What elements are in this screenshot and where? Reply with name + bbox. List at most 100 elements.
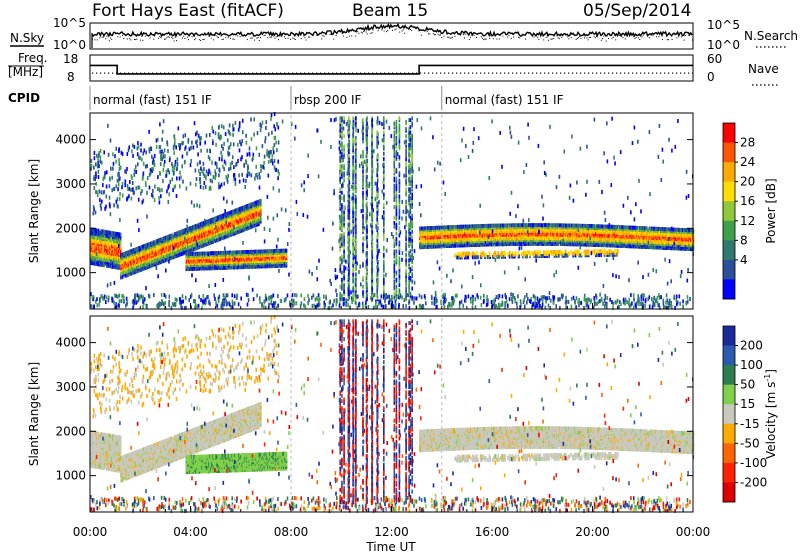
nave-point	[592, 73, 593, 74]
nave-point	[124, 73, 125, 74]
nave-point	[252, 73, 253, 74]
nave-point	[344, 73, 345, 74]
noise-search-point	[135, 39, 136, 40]
noise-search-point	[140, 40, 141, 41]
nave-point	[284, 73, 285, 74]
noise-search-point	[164, 39, 165, 40]
nave-point	[656, 73, 657, 74]
noise-search-point	[217, 36, 218, 37]
nave-point	[224, 73, 225, 74]
noise-search-point	[309, 37, 310, 38]
nave-point	[92, 73, 93, 74]
noise-search-point	[237, 35, 238, 36]
noise-search-point	[465, 34, 466, 35]
noise-search-point	[463, 34, 464, 35]
noise-search-point	[439, 35, 440, 36]
noise-search-point	[513, 37, 514, 38]
noise-search-point	[438, 34, 439, 35]
noise-search-point	[174, 40, 175, 41]
nave-point	[400, 73, 401, 74]
noise-search-point	[519, 37, 520, 38]
noise-search-point	[652, 35, 653, 36]
noise-search-point	[240, 36, 241, 37]
power-echo	[120, 233, 122, 237]
nave-point	[176, 73, 177, 74]
power-echo	[109, 231, 111, 235]
noise-search-point	[603, 36, 604, 37]
noise-search-point	[649, 37, 650, 38]
nave-point	[316, 73, 317, 74]
nave-point	[588, 73, 589, 74]
noise-search-point	[484, 39, 485, 40]
nave-point	[128, 73, 129, 74]
noise-search-point	[451, 38, 452, 39]
noise-search-point	[571, 37, 572, 38]
noise-series	[92, 24, 693, 48]
nave-point	[580, 73, 581, 74]
noise-search-point	[204, 39, 205, 40]
noise-search-point	[553, 38, 554, 39]
nave-point	[108, 73, 109, 74]
noise-search-point	[483, 39, 484, 40]
noise-search-point	[274, 38, 275, 39]
nave-point	[208, 73, 209, 74]
nave-point	[200, 73, 201, 74]
nave-point	[132, 73, 133, 74]
nave-point	[600, 73, 601, 74]
noise-search-point	[584, 37, 585, 38]
noise-search-point	[333, 39, 334, 40]
noise-search-point	[399, 32, 400, 33]
nave-point	[276, 73, 277, 74]
nave-point	[676, 73, 677, 74]
nave-point	[516, 73, 517, 74]
nave-point	[660, 73, 661, 74]
nave-point	[404, 73, 405, 74]
noise-search-point	[568, 38, 569, 39]
noise-search-point	[394, 29, 395, 30]
noise-search-point	[267, 37, 268, 38]
noise-search-point	[362, 32, 363, 33]
nave-point	[552, 73, 553, 74]
noise-search-point	[642, 36, 643, 37]
noise-search-point	[216, 35, 217, 36]
noise-search-point	[123, 38, 124, 39]
nave-point	[664, 73, 665, 74]
freq-label-line2: [MHz]	[8, 65, 43, 79]
noise-search-point	[537, 37, 538, 38]
nave-point	[612, 73, 613, 74]
noise-search-point	[421, 35, 422, 36]
nave-point	[288, 73, 289, 74]
noise-right-label: N.Search	[744, 29, 798, 43]
nave-point	[156, 73, 157, 74]
noise-search-point	[130, 39, 131, 40]
noise-search-point	[681, 36, 682, 37]
cpid-segment-label: normal (fast) 151 IF	[445, 93, 564, 107]
noise-search-point	[636, 37, 637, 38]
nave-point	[620, 73, 621, 74]
noise-search-point	[290, 39, 291, 40]
nave-point	[688, 73, 689, 74]
cpid-label: CPID	[8, 91, 40, 105]
nave-point	[560, 73, 561, 74]
noise-search-point	[200, 40, 201, 41]
noise-search-point	[639, 39, 640, 40]
nave-point	[268, 73, 269, 74]
nave-point	[136, 73, 137, 74]
nave-point	[368, 73, 369, 74]
noise-search-point	[444, 36, 445, 37]
noise-search-point	[578, 37, 579, 38]
noise-search-point	[122, 35, 123, 36]
nave-point	[204, 73, 205, 74]
nave-point	[228, 73, 229, 74]
nave-point	[212, 73, 213, 74]
nave-point	[448, 73, 449, 74]
nave-point	[412, 73, 413, 74]
nave-point	[280, 73, 281, 74]
noise-search-point	[672, 39, 673, 40]
nave-point	[356, 73, 357, 74]
noise-search-point	[378, 30, 379, 31]
noise-search-point	[252, 37, 253, 38]
nave-point	[636, 73, 637, 74]
noise-search-point	[508, 35, 509, 36]
